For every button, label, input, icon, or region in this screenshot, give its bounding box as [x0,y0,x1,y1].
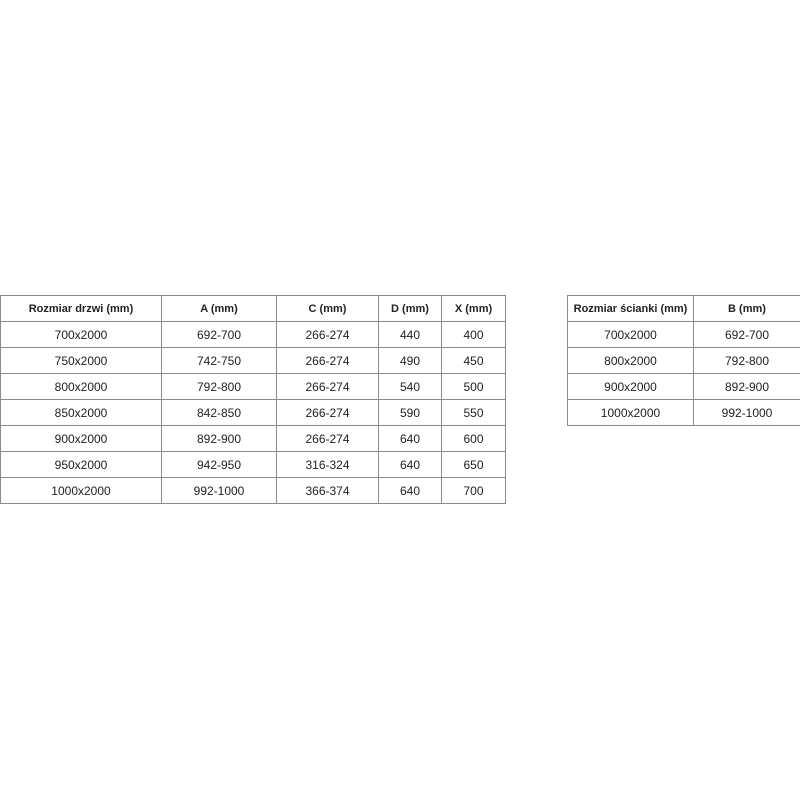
table-cell: 800x2000 [567,347,694,374]
column-header: C (mm) [276,295,379,322]
table-cell: 600 [441,425,506,452]
table-row: 750x2000 742-750 266-274 490 450 [0,347,506,374]
table-cell: 266-274 [276,321,379,348]
table-cell: 450 [441,347,506,374]
table-cell: 792-800 [693,347,800,374]
table-cell: 992-1000 [693,399,800,426]
table-cell: 792-800 [161,373,277,400]
table-row: 1000x2000 992-1000 [567,399,800,426]
table-cell: 266-274 [276,347,379,374]
table-cell: 942-950 [161,451,277,478]
table-cell: 440 [378,321,442,348]
column-header: X (mm) [441,295,506,322]
table-cell: 590 [378,399,442,426]
table-cell: 500 [441,373,506,400]
table-cell: 640 [378,425,442,452]
table-cell: 1000x2000 [0,477,162,504]
column-header: B (mm) [693,295,800,322]
table-cell: 266-274 [276,425,379,452]
door-size-table: Rozmiar drzwi (mm) A (mm) C (mm) D (mm) X (m… [0,295,506,504]
table-cell: 650 [441,451,506,478]
table-row: 900x2000 892-900 [567,373,800,400]
table-cell: 892-900 [693,373,800,400]
table-cell: 640 [378,451,442,478]
table-cell: 850x2000 [0,399,162,426]
table-cell: 550 [441,399,506,426]
table-cell: 692-700 [693,321,800,348]
table-cell: 950x2000 [0,451,162,478]
table-header-row: Rozmiar drzwi (mm) A (mm) C (mm) D (mm) X (m… [0,295,506,322]
table-cell: 750x2000 [0,347,162,374]
table-header-row: Rozmiar ścianki (mm) B (mm) [567,295,800,322]
table-cell: 540 [378,373,442,400]
table-row: 950x2000 942-950 316-324 640 650 [0,451,506,478]
table-row: 800x2000 792-800 [567,347,800,374]
table-cell: 266-274 [276,373,379,400]
table-cell: 842-850 [161,399,277,426]
table-cell: 742-750 [161,347,277,374]
table-cell: 316-324 [276,451,379,478]
table-cell: 366-374 [276,477,379,504]
table-row: 900x2000 892-900 266-274 640 600 [0,425,506,452]
table-cell: 800x2000 [0,373,162,400]
table-row: 700x2000 692-700 266-274 440 400 [0,321,506,348]
wall-size-table: Rozmiar ścianki (mm) B (mm) 700x2000 692-7… [567,295,800,426]
table-row: 1000x2000 992-1000 366-374 640 700 [0,477,506,504]
table-cell: 892-900 [161,425,277,452]
table-cell: 490 [378,347,442,374]
column-header: Rozmiar ścianki (mm) [567,295,694,322]
table-row: 800x2000 792-800 266-274 540 500 [0,373,506,400]
table-row: 700x2000 692-700 [567,321,800,348]
table-cell: 692-700 [161,321,277,348]
table-cell: 400 [441,321,506,348]
table-cell: 700x2000 [0,321,162,348]
table-cell: 700 [441,477,506,504]
table-cell: 1000x2000 [567,399,694,426]
table-cell: 266-274 [276,399,379,426]
table-row: 850x2000 842-850 266-274 590 550 [0,399,506,426]
table-cell: 640 [378,477,442,504]
table-cell: 900x2000 [0,425,162,452]
column-header: Rozmiar drzwi (mm) [0,295,162,322]
table-cell: 900x2000 [567,373,694,400]
table-cell: 700x2000 [567,321,694,348]
column-header: A (mm) [161,295,277,322]
table-cell: 992-1000 [161,477,277,504]
column-header: D (mm) [378,295,442,322]
